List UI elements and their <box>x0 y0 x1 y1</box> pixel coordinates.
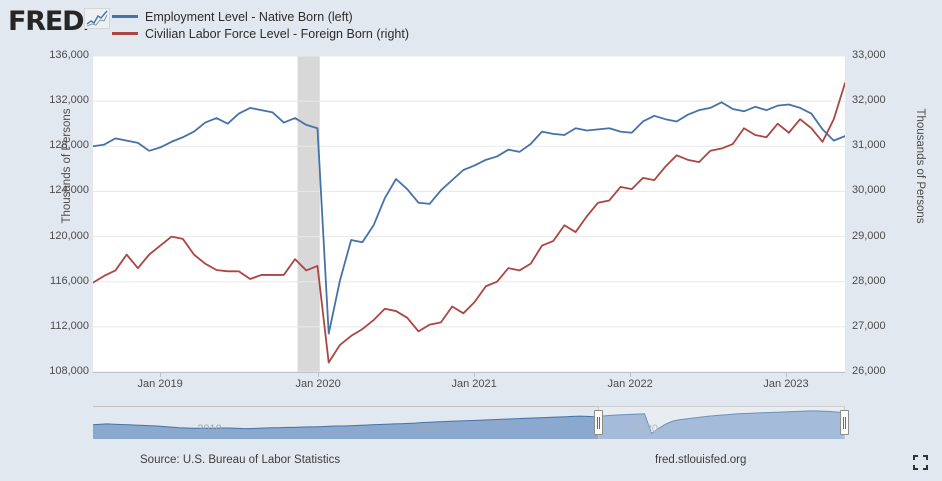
range-handle-right[interactable] <box>840 410 849 435</box>
site-link[interactable]: fred.stlouisfed.org <box>655 454 747 466</box>
y-tick-left: 124,000 <box>49 184 89 197</box>
y-tick-right: 28,000 <box>852 274 886 287</box>
x-tick-label: Jan 2021 <box>451 378 497 390</box>
range-preview-chart <box>93 410 845 439</box>
y-tick-right: 30,000 <box>852 184 886 197</box>
source-label: Source: U.S. Bureau of Labor Statistics <box>140 454 341 466</box>
x-tick-mark <box>630 372 632 377</box>
x-tick-mark <box>786 372 788 377</box>
range-selector[interactable]: 2010 2015 2020 <box>93 406 849 439</box>
legend-label-foreign-born: Civilian Labor Force Level - Foreign Bor… <box>145 26 409 41</box>
y-tick-left: 128,000 <box>49 139 89 152</box>
range-area-fill <box>93 410 845 439</box>
line-chart-icon <box>84 8 110 29</box>
series-line-foreign-born <box>93 82 845 364</box>
fred-wordmark: FRED <box>8 6 85 37</box>
chart-legend: Employment Level - Native Born (left) Ci… <box>112 8 409 42</box>
legend-swatch-red <box>112 32 138 35</box>
range-handle-left[interactable] <box>594 410 604 435</box>
legend-item-foreign-born[interactable]: Civilian Labor Force Level - Foreign Bor… <box>112 25 409 42</box>
range-year-label: 2010 <box>197 423 222 435</box>
x-tick-mark <box>318 372 320 377</box>
x-tick-mark <box>160 372 162 377</box>
x-tick-mark <box>474 372 476 377</box>
y-tick-right: 32,000 <box>852 94 886 107</box>
x-tick-label: Jan 2019 <box>137 378 183 390</box>
y-axis-title-left: Thousands of Persons <box>61 108 73 224</box>
range-selection-window[interactable] <box>598 406 845 439</box>
y-axis-title-right: Thousands of Persons <box>914 108 926 224</box>
series-line-native-born <box>93 101 845 335</box>
range-area-outline <box>93 410 845 435</box>
y-tick-right: 31,000 <box>852 139 886 152</box>
x-tick-label: Jan 2023 <box>763 378 809 390</box>
y-tick-left: 112,000 <box>50 319 89 332</box>
plot-svg <box>93 56 845 372</box>
y-tick-right: 33,000 <box>852 49 886 61</box>
y-tick-right: 26,000 <box>852 365 886 377</box>
legend-label-native-born: Employment Level - Native Born (left) <box>145 9 353 24</box>
plot-area[interactable] <box>93 56 845 372</box>
range-year-label: 2020 <box>633 423 658 435</box>
y-tick-left: 116,000 <box>50 274 89 287</box>
x-tick-label: Jan 2022 <box>607 378 653 390</box>
y-tick-left: 108,000 <box>49 365 89 377</box>
chart-footer: Source: U.S. Bureau of Labor Statistics … <box>0 448 942 481</box>
fred-logo[interactable]: FRED. <box>8 6 89 37</box>
x-axis-line <box>93 372 845 373</box>
range-year-label: 2015 <box>415 423 440 435</box>
recession-band <box>297 56 320 372</box>
range-top-border <box>93 406 845 407</box>
y-tick-left: 132,000 <box>49 94 89 107</box>
legend-item-native-born[interactable]: Employment Level - Native Born (left) <box>112 8 409 25</box>
legend-swatch-blue <box>112 15 138 18</box>
x-tick-label: Jan 2020 <box>295 378 341 390</box>
y-tick-right: 29,000 <box>852 229 886 242</box>
y-tick-left: 120,000 <box>49 229 89 242</box>
chart-header: FRED. Employment Level - Native Born (le… <box>0 0 942 46</box>
y-tick-right: 27,000 <box>852 319 886 332</box>
y-tick-left: 136,000 <box>49 49 89 61</box>
fullscreen-icon[interactable] <box>913 455 928 470</box>
